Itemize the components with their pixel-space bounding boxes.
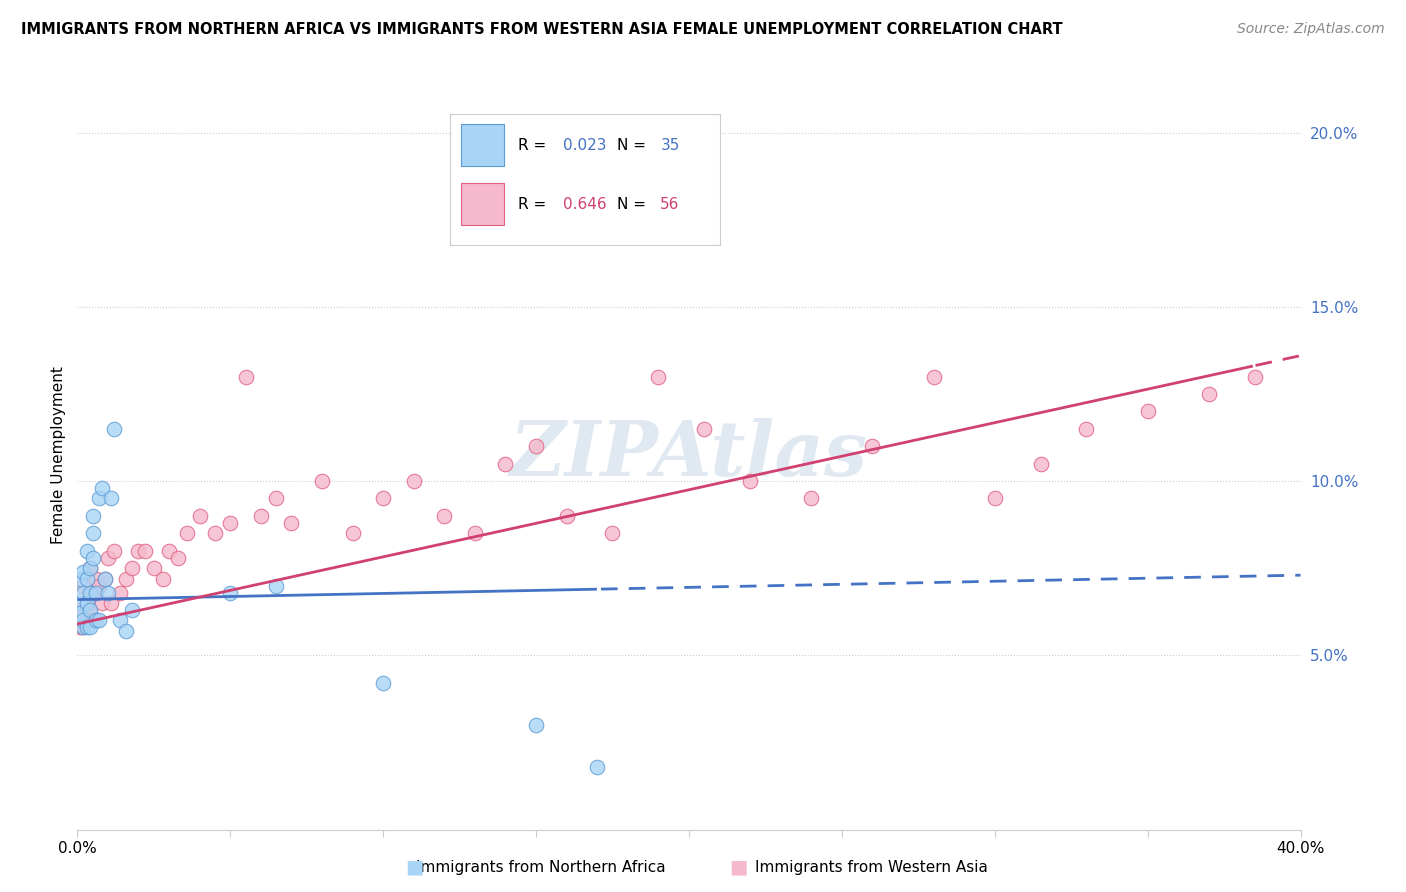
Point bbox=[72, 585, 94, 599]
Point bbox=[740, 474, 762, 488]
Point bbox=[90, 596, 112, 610]
Text: Immigrants from Western Asia: Immigrants from Western Asia bbox=[755, 860, 988, 874]
Point bbox=[371, 491, 394, 506]
Point bbox=[69, 572, 91, 586]
Point bbox=[72, 620, 94, 634]
Text: ■: ■ bbox=[405, 857, 425, 877]
Point bbox=[264, 579, 287, 593]
Point bbox=[79, 603, 101, 617]
Point bbox=[82, 585, 104, 599]
Point bbox=[204, 526, 226, 541]
Point bbox=[69, 603, 91, 617]
Point bbox=[127, 543, 149, 558]
Point bbox=[121, 561, 143, 575]
Point bbox=[342, 526, 364, 541]
Point bbox=[647, 369, 669, 384]
Point bbox=[84, 614, 107, 628]
Text: ZIPAtlas: ZIPAtlas bbox=[510, 418, 868, 491]
Point bbox=[219, 516, 242, 530]
Point bbox=[72, 579, 94, 593]
Point bbox=[142, 561, 165, 575]
Point bbox=[922, 369, 945, 384]
Point bbox=[79, 585, 101, 599]
Point bbox=[464, 526, 486, 541]
Point bbox=[1198, 387, 1220, 401]
Point bbox=[115, 572, 138, 586]
Point bbox=[402, 474, 425, 488]
Point bbox=[103, 422, 125, 436]
Point bbox=[134, 543, 156, 558]
Point bbox=[76, 614, 98, 628]
Point bbox=[984, 491, 1007, 506]
Point bbox=[555, 508, 578, 523]
Point bbox=[311, 474, 333, 488]
Point bbox=[433, 508, 456, 523]
Point bbox=[280, 516, 302, 530]
Point bbox=[82, 526, 104, 541]
Point bbox=[524, 718, 547, 732]
Point bbox=[87, 579, 110, 593]
Point bbox=[79, 561, 101, 575]
Point bbox=[69, 607, 91, 621]
Text: Source: ZipAtlas.com: Source: ZipAtlas.com bbox=[1237, 22, 1385, 37]
Point bbox=[219, 585, 242, 599]
Point bbox=[100, 491, 122, 506]
Point bbox=[82, 508, 104, 523]
Point bbox=[69, 596, 91, 610]
Point bbox=[79, 620, 101, 634]
Point bbox=[1029, 457, 1052, 471]
Point bbox=[495, 457, 517, 471]
Point bbox=[90, 481, 112, 495]
Point bbox=[250, 508, 273, 523]
Point bbox=[76, 543, 98, 558]
Point bbox=[76, 572, 98, 586]
Text: ■: ■ bbox=[728, 857, 748, 877]
Point bbox=[94, 572, 117, 586]
Point bbox=[586, 760, 609, 774]
Point bbox=[84, 572, 107, 586]
Point bbox=[103, 543, 125, 558]
Point bbox=[76, 596, 98, 610]
Point bbox=[602, 526, 624, 541]
Point bbox=[87, 614, 110, 628]
Point bbox=[1243, 369, 1265, 384]
Point bbox=[235, 369, 257, 384]
Point bbox=[264, 491, 287, 506]
Point bbox=[157, 543, 180, 558]
Point bbox=[121, 603, 143, 617]
Point bbox=[84, 585, 107, 599]
Point bbox=[97, 550, 120, 565]
Point bbox=[69, 620, 91, 634]
Point bbox=[76, 596, 98, 610]
Point bbox=[72, 565, 94, 579]
Text: Immigrants from Northern Africa: Immigrants from Northern Africa bbox=[416, 860, 666, 874]
Point bbox=[79, 561, 101, 575]
Point bbox=[115, 624, 138, 638]
Point bbox=[87, 491, 110, 506]
Point bbox=[1076, 422, 1098, 436]
Point bbox=[1136, 404, 1159, 418]
Point bbox=[800, 491, 823, 506]
Point bbox=[94, 572, 117, 586]
Point bbox=[371, 676, 394, 690]
Point bbox=[693, 422, 716, 436]
Point bbox=[100, 596, 122, 610]
Point bbox=[152, 572, 174, 586]
Point bbox=[176, 526, 198, 541]
Point bbox=[108, 585, 131, 599]
Point bbox=[82, 614, 104, 628]
Point bbox=[76, 620, 98, 634]
Text: IMMIGRANTS FROM NORTHERN AFRICA VS IMMIGRANTS FROM WESTERN ASIA FEMALE UNEMPLOYM: IMMIGRANTS FROM NORTHERN AFRICA VS IMMIG… bbox=[21, 22, 1063, 37]
Point bbox=[82, 550, 104, 565]
Point bbox=[97, 585, 120, 599]
Point bbox=[188, 508, 211, 523]
Y-axis label: Female Unemployment: Female Unemployment bbox=[51, 366, 66, 544]
Point bbox=[167, 550, 190, 565]
Point bbox=[72, 614, 94, 628]
Point bbox=[862, 439, 884, 453]
Point bbox=[524, 439, 547, 453]
Point bbox=[72, 620, 94, 634]
Point bbox=[79, 607, 101, 621]
Point bbox=[108, 614, 131, 628]
